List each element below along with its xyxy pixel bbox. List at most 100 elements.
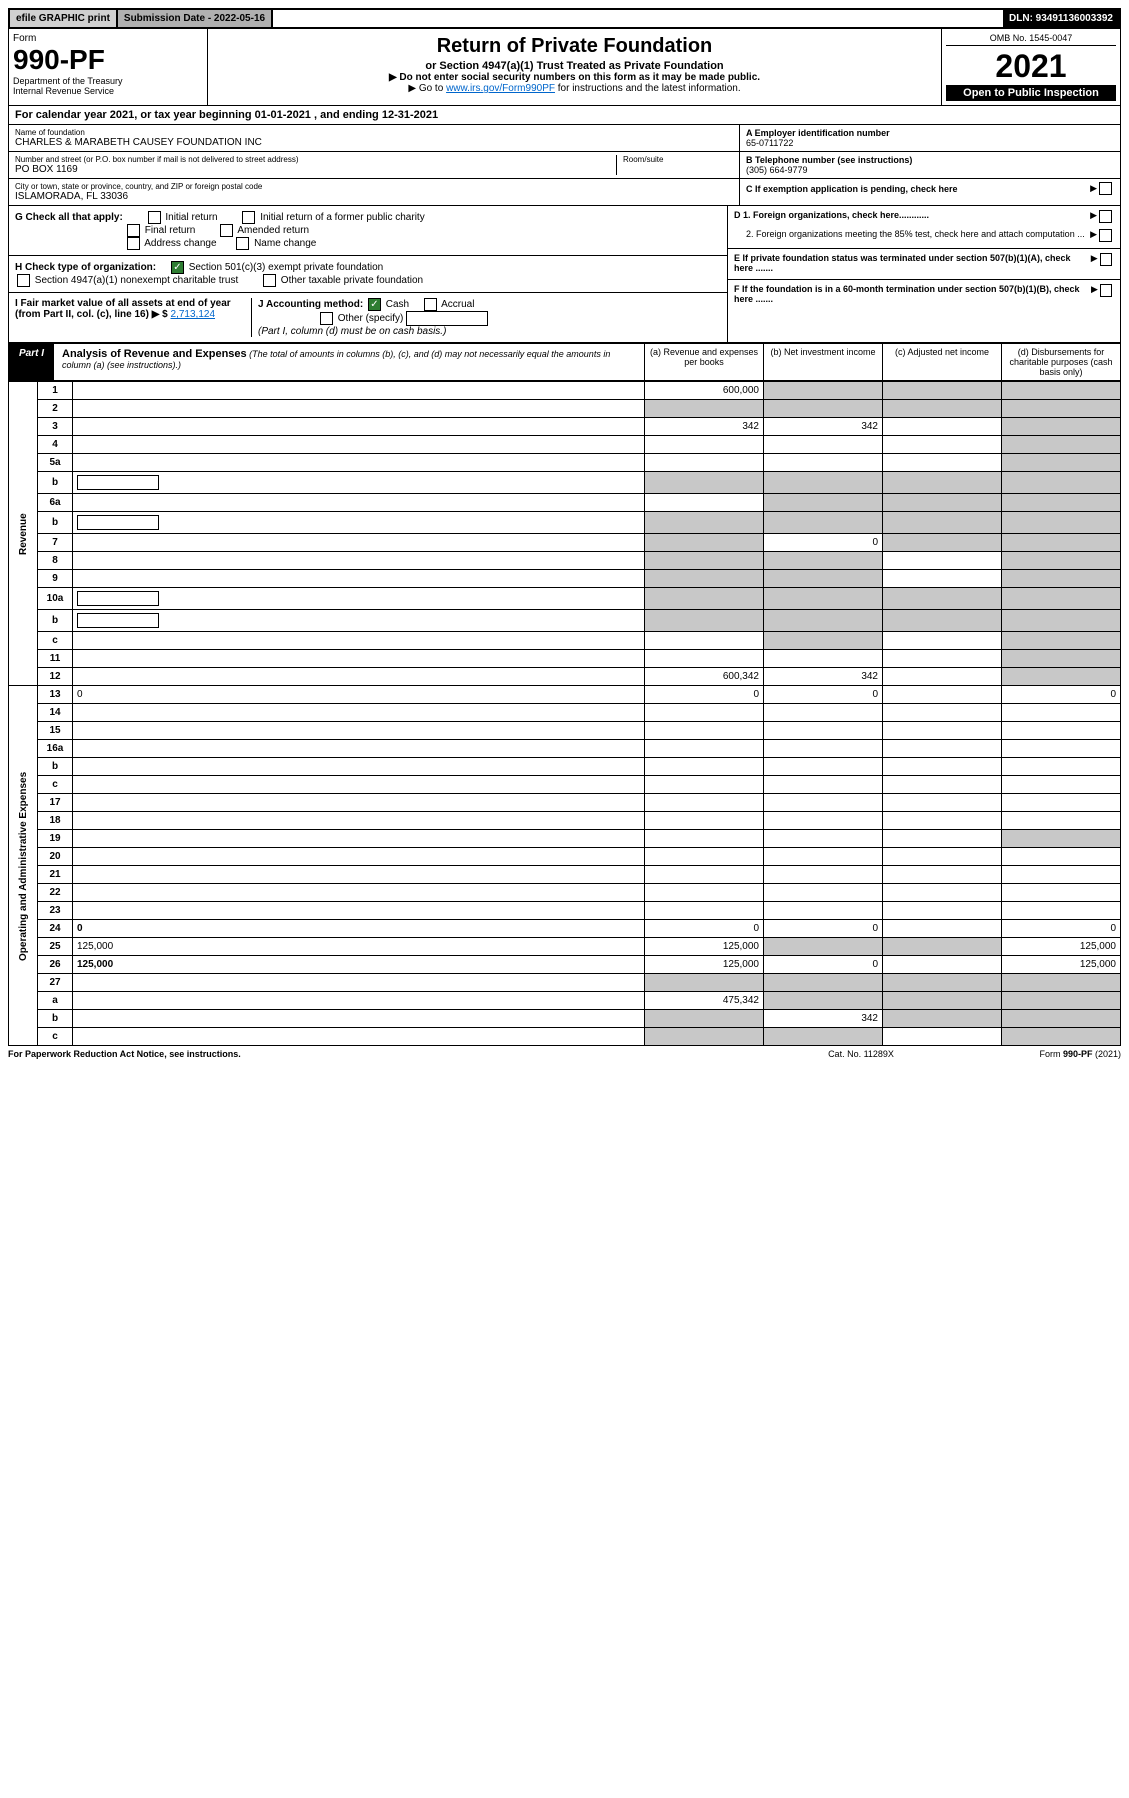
name-label: Name of foundation — [15, 128, 733, 137]
amount-cell-a — [645, 436, 764, 454]
amount-cell-b — [764, 758, 883, 776]
amount-cell-d — [1002, 794, 1121, 812]
d2-checkbox[interactable] — [1099, 229, 1112, 242]
line-number: 22 — [38, 884, 73, 902]
form-header: Form 990-PF Department of the Treasury I… — [8, 29, 1121, 106]
efile-label[interactable]: efile GRAPHIC print — [10, 10, 118, 27]
amount-cell-a — [645, 866, 764, 884]
table-row: 20 — [9, 848, 1121, 866]
dept-treasury: Department of the Treasury — [13, 76, 203, 86]
d2-label: 2. Foreign organizations meeting the 85%… — [746, 229, 1085, 242]
address-change-checkbox[interactable] — [127, 237, 140, 250]
revenue-side-label: Revenue — [9, 382, 38, 686]
amount-cell-a — [645, 588, 764, 610]
4947-checkbox[interactable] — [17, 274, 30, 287]
col-a-header: (a) Revenue and expenses per books — [644, 344, 763, 380]
col-b-header: (b) Net investment income — [763, 344, 882, 380]
line-number: 14 — [38, 704, 73, 722]
expenses-side-label: Operating and Administrative Expenses — [9, 686, 38, 1046]
amount-cell-a — [645, 794, 764, 812]
d1-label: D 1. Foreign organizations, check here..… — [734, 210, 929, 223]
table-row: 21 — [9, 866, 1121, 884]
amount-cell-d — [1002, 588, 1121, 610]
line-description — [73, 494, 645, 512]
amount-cell-a — [645, 740, 764, 758]
line-number: b — [38, 472, 73, 494]
amount-cell-b — [764, 588, 883, 610]
table-row: 240000 — [9, 920, 1121, 938]
amount-cell-c — [883, 610, 1002, 632]
amount-cell-c — [883, 400, 1002, 418]
e-label: E If private foundation status was termi… — [734, 253, 1091, 273]
table-row: 5a — [9, 454, 1121, 472]
line-number: 11 — [38, 650, 73, 668]
amount-cell-b — [764, 1028, 883, 1046]
other-taxable-checkbox[interactable] — [263, 274, 276, 287]
table-row: 12600,342342 — [9, 668, 1121, 686]
amount-cell-c — [883, 974, 1002, 992]
cat-no: Cat. No. 11289X — [761, 1049, 961, 1059]
e-checkbox[interactable] — [1100, 253, 1112, 266]
amount-cell-c — [883, 938, 1002, 956]
table-row: c — [9, 776, 1121, 794]
phone-label: B Telephone number (see instructions) — [746, 155, 1114, 165]
line-number: 10a — [38, 588, 73, 610]
amount-cell-a — [645, 534, 764, 552]
amount-cell-b: 342 — [764, 668, 883, 686]
cash-checkbox[interactable]: ✓ — [368, 298, 381, 311]
name-change-checkbox[interactable] — [236, 237, 249, 250]
amount-cell-b — [764, 812, 883, 830]
goto-note: ▶ Go to www.irs.gov/Form990PF for instru… — [212, 83, 937, 94]
table-row: c — [9, 632, 1121, 650]
amount-cell-a — [645, 1010, 764, 1028]
amount-cell-b — [764, 494, 883, 512]
table-row: b — [9, 512, 1121, 534]
amount-cell-d — [1002, 866, 1121, 884]
amount-cell-d — [1002, 758, 1121, 776]
line-number: 21 — [38, 866, 73, 884]
initial-return-checkbox[interactable] — [148, 211, 161, 224]
fmv-value[interactable]: 2,713,124 — [171, 309, 216, 320]
exemption-checkbox[interactable] — [1099, 182, 1112, 195]
other-method-checkbox[interactable] — [320, 312, 333, 325]
col-c-header: (c) Adjusted net income — [882, 344, 1001, 380]
amended-return-checkbox[interactable] — [220, 224, 233, 237]
amount-cell-d — [1002, 494, 1121, 512]
amount-cell-d — [1002, 418, 1121, 436]
amount-cell-b — [764, 472, 883, 494]
room-label: Room/suite — [623, 155, 733, 164]
line-number: 26 — [38, 956, 73, 974]
d1-checkbox[interactable] — [1099, 210, 1112, 223]
arrow-icon: ▶ — [1090, 183, 1097, 194]
line-number: 4 — [38, 436, 73, 454]
table-row: 23 — [9, 902, 1121, 920]
table-row: b342 — [9, 1010, 1121, 1028]
other-specify-box[interactable] — [406, 311, 488, 326]
irs-link[interactable]: www.irs.gov/Form990PF — [446, 83, 555, 94]
amount-cell-b — [764, 552, 883, 570]
amount-cell-d: 0 — [1002, 686, 1121, 704]
col-d-header: (d) Disbursements for charitable purpose… — [1001, 344, 1120, 380]
final-return-checkbox[interactable] — [127, 224, 140, 237]
amount-cell-d — [1002, 454, 1121, 472]
h-label: H Check type of organization: — [15, 262, 156, 273]
amount-cell-a — [645, 884, 764, 902]
ein-value: 65-0711722 — [746, 138, 1114, 148]
initial-public-checkbox[interactable] — [242, 211, 255, 224]
line-number: 17 — [38, 794, 73, 812]
amount-cell-a: 0 — [645, 920, 764, 938]
amount-cell-c — [883, 632, 1002, 650]
amount-cell-c — [883, 758, 1002, 776]
accrual-checkbox[interactable] — [424, 298, 437, 311]
line-number: 15 — [38, 722, 73, 740]
amount-cell-b — [764, 884, 883, 902]
amount-cell-a — [645, 722, 764, 740]
501c3-checkbox[interactable]: ✓ — [171, 261, 184, 274]
amount-cell-a — [645, 400, 764, 418]
amount-cell-b — [764, 866, 883, 884]
line-description — [73, 902, 645, 920]
f-checkbox[interactable] — [1100, 284, 1112, 297]
amount-cell-b — [764, 938, 883, 956]
city-state-zip: ISLAMORADA, FL 33036 — [15, 191, 733, 202]
line-number: b — [38, 610, 73, 632]
